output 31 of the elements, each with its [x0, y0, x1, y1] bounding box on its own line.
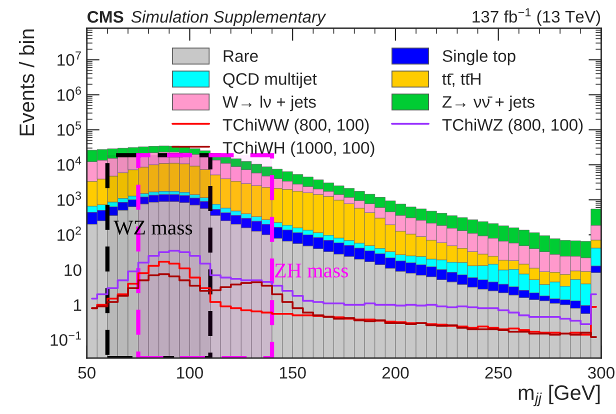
legend-label: Z→ νν̄ + jets [442, 96, 534, 112]
text: 137 fb$^{−1}$ (13 TeV) [472, 8, 600, 26]
x-tick-label: 250 [485, 366, 512, 379]
chart-title: CMS [88, 10, 124, 23]
legend-label: Single top [442, 50, 516, 66]
legend-label: QCD multijet [223, 72, 317, 88]
legend-label: TChiWW (800, 100) [222, 118, 369, 134]
band-label: WZ mass [114, 220, 192, 235]
legend-label: Rare [224, 50, 258, 62]
y-tick-label: 10$^{5}$ [58, 121, 82, 136]
y-tick-label: 10$^{−1}$ [50, 332, 81, 346]
y-tick-label: 10$^{2}$ [58, 226, 81, 241]
legend-label: tt̄, tt̄H [442, 73, 480, 87]
x-tick-label: 100 [177, 366, 203, 379]
y-tick-label: 10 [64, 264, 82, 276]
y-tick-label: 10$^{7}$ [58, 51, 81, 66]
x-tick-label: 150 [280, 366, 306, 379]
x-axis-title: m$_{jj}$ [GeV] [518, 384, 600, 406]
y-tick-label: 10$^{6}$ [58, 86, 81, 101]
legend-label: TChiWH (1000, 100) [222, 142, 374, 158]
y-tick-label: 1 [74, 299, 82, 311]
x-tick-label: 300 [588, 366, 614, 379]
y-axis-title: Events / bin [18, 30, 34, 136]
x-tick-label: 50 [78, 366, 96, 379]
y-tick-label: 10$^{3}$ [58, 191, 81, 206]
legend-label: W→ lν + jets [222, 96, 316, 112]
legend-label: TChiWZ (800, 100) [442, 118, 583, 134]
y-tick-label: 10$^{4}$ [58, 156, 82, 171]
band-label: ZH mass [275, 264, 348, 278]
chart-subtitle: Simulation Supplementary [131, 10, 326, 26]
x-tick-label: 200 [382, 366, 409, 379]
